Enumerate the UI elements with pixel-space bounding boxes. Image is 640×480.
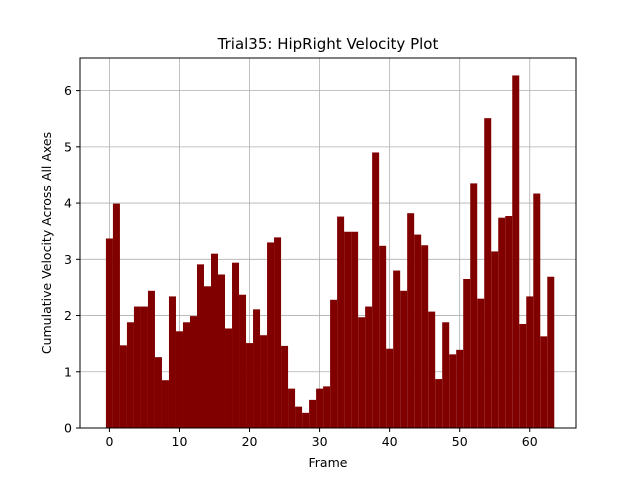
- bar: [196, 264, 204, 428]
- x-tick-label: 30: [312, 434, 328, 449]
- bar: [484, 118, 492, 428]
- x-tick-label: 50: [452, 434, 468, 449]
- bar: [175, 331, 183, 428]
- x-tick-label: 40: [382, 434, 398, 449]
- bar: [449, 354, 457, 428]
- y-axis-label: Cumulative Velocity Across All Axes: [39, 132, 54, 354]
- bar: [351, 231, 359, 428]
- bar: [414, 234, 422, 428]
- bar: [428, 311, 436, 428]
- bar: [365, 306, 373, 428]
- bar: [386, 348, 394, 428]
- bar: [421, 245, 429, 428]
- bar: [547, 276, 555, 428]
- x-axis-label: Frame: [309, 455, 348, 470]
- axis-ticks: 0 10 20 30 40 50 60 0 1 2 3 4 5 6: [64, 83, 538, 449]
- y-tick-label: 5: [64, 139, 72, 154]
- bar: [540, 336, 548, 428]
- bar: [189, 316, 197, 428]
- bar: [218, 274, 226, 428]
- bar: [267, 242, 275, 428]
- x-tick-label: 0: [105, 434, 113, 449]
- bar: [225, 328, 233, 428]
- y-tick-label: 1: [64, 364, 72, 379]
- bar: [491, 251, 499, 428]
- y-tick-label: 2: [64, 308, 72, 323]
- bar: [470, 183, 478, 428]
- bar: [246, 343, 254, 428]
- bar: [337, 216, 345, 428]
- bar: [147, 290, 155, 428]
- bar: [372, 152, 380, 428]
- bar: [119, 345, 127, 428]
- bar: [140, 306, 148, 428]
- bar: [211, 253, 219, 428]
- bar: [498, 217, 506, 428]
- x-tick-label: 60: [522, 434, 538, 449]
- bar: [133, 306, 141, 428]
- bar: [288, 388, 296, 428]
- bar: [456, 349, 464, 428]
- bar: [400, 290, 408, 428]
- bars: [105, 75, 555, 428]
- bar: [505, 216, 513, 428]
- bar: [512, 75, 520, 428]
- y-tick-label: 3: [64, 252, 72, 267]
- bar: [204, 286, 212, 428]
- bar: [323, 386, 331, 428]
- y-tick-label: 4: [64, 196, 72, 211]
- bar: [182, 322, 190, 428]
- bar: [281, 345, 289, 428]
- bar: [519, 323, 527, 428]
- bar: [463, 278, 471, 428]
- bar: [393, 270, 401, 428]
- bar: [168, 296, 176, 428]
- bar: [154, 357, 162, 428]
- bar: [435, 379, 443, 428]
- bar: [379, 245, 387, 428]
- x-tick-label: 20: [242, 434, 258, 449]
- bar: [302, 412, 310, 428]
- bar: [309, 399, 317, 428]
- bar: [407, 213, 415, 428]
- bar: [477, 298, 485, 428]
- bar: [316, 388, 324, 428]
- bar: [260, 335, 268, 428]
- bar: [358, 317, 366, 428]
- bar: [126, 322, 134, 428]
- bar: [295, 406, 303, 428]
- bar: [105, 238, 113, 428]
- bar: [253, 309, 261, 428]
- bar: [330, 299, 338, 428]
- bar: [442, 322, 450, 428]
- bar: [533, 193, 541, 428]
- y-tick-label: 0: [64, 421, 72, 436]
- bar: [344, 231, 352, 428]
- bar: [526, 296, 534, 428]
- plot-frame: [79, 57, 577, 429]
- y-tick-label: 6: [64, 83, 72, 98]
- bar: [161, 380, 169, 428]
- bar: [112, 203, 120, 428]
- chart-title: Trial35: HipRight Velocity Plot: [217, 35, 439, 53]
- bar: [274, 237, 282, 428]
- bar: [239, 294, 247, 428]
- bar: [232, 262, 240, 428]
- x-tick-label: 10: [172, 434, 188, 449]
